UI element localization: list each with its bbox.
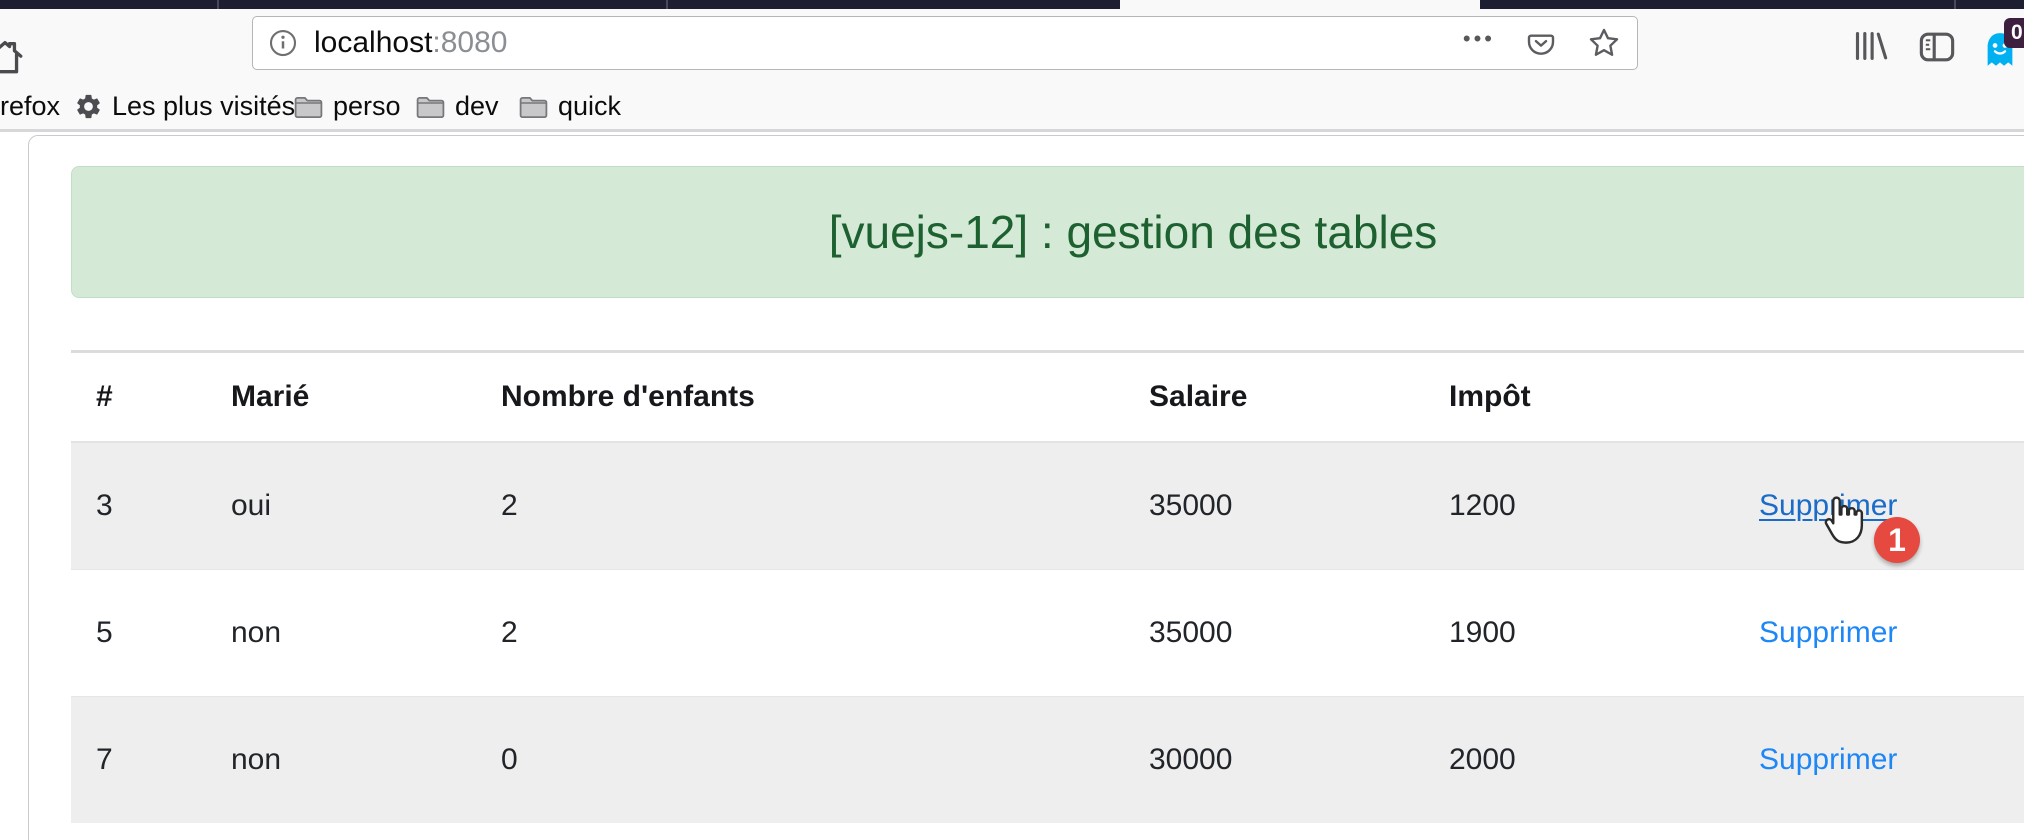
folder-icon bbox=[415, 93, 446, 120]
tab-divider bbox=[217, 0, 219, 9]
bookmark-item-refox[interactable]: refox bbox=[0, 84, 60, 129]
column-header bbox=[1691, 351, 2024, 443]
sidebar-toggle-icon[interactable] bbox=[1918, 30, 1956, 64]
page-content: [vuejs-12] : gestion des tables # Marié No… bbox=[28, 135, 2024, 840]
click-annotation-badge: 1 bbox=[1874, 517, 1920, 563]
cell-salaire: 35000 bbox=[1149, 616, 1233, 649]
url-text[interactable]: localhost:8080 bbox=[314, 26, 507, 60]
info-icon[interactable] bbox=[268, 28, 298, 58]
cell-marie: oui bbox=[231, 489, 272, 522]
navigation-toolbar: localhost:8080 ••• bbox=[0, 9, 2024, 84]
cell-marie: non bbox=[231, 743, 282, 776]
cell-salaire: 35000 bbox=[1149, 489, 1233, 522]
table-body: 3 oui 2 35000 1200 Supprimer 5 non 2 35000 1900 Sup… bbox=[71, 442, 2024, 823]
table-row: 5 non 2 35000 1900 Supprimer bbox=[71, 569, 2024, 697]
column-header: Nombre d'enfants bbox=[476, 351, 1124, 443]
library-icon[interactable] bbox=[1853, 30, 1889, 62]
cell-marie: non bbox=[231, 616, 282, 649]
cell-action: Supprimer bbox=[1691, 697, 2024, 824]
bookmark-label: perso bbox=[333, 91, 401, 121]
cell-id: 7 bbox=[96, 743, 113, 776]
supprimer-link[interactable]: Supprimer bbox=[1759, 743, 1898, 776]
url-port: :8080 bbox=[432, 26, 508, 59]
active-tab[interactable] bbox=[1120, 0, 1480, 9]
folder-icon bbox=[293, 93, 324, 120]
url-host: localhost bbox=[314, 26, 433, 59]
ghostery-badge: 0 bbox=[2004, 18, 2024, 48]
cell-action: Supprimer bbox=[1691, 570, 2024, 697]
table-header-row: # Marié Nombre d'enfants Salaire Impôt bbox=[71, 351, 2024, 443]
column-header: Salaire bbox=[1124, 351, 1424, 443]
bookmark-folder-dev[interactable]: dev bbox=[415, 84, 499, 129]
cell-id: 3 bbox=[96, 489, 113, 522]
cell-impot: 2000 bbox=[1449, 743, 1516, 776]
table-row: 3 oui 2 35000 1200 Supprimer bbox=[71, 442, 2024, 570]
pocket-icon[interactable] bbox=[1525, 27, 1557, 59]
tables-table-wrap: # Marié Nombre d'enfants Salaire Impôt 3 oui 2… bbox=[71, 350, 2024, 823]
gear-icon bbox=[74, 92, 103, 121]
cell-impot: 1900 bbox=[1449, 616, 1516, 649]
home-icon[interactable] bbox=[0, 37, 26, 77]
column-header: # bbox=[71, 351, 206, 443]
page-title: [vuejs-12] : gestion des tables bbox=[828, 206, 1438, 258]
cell-enfants: 2 bbox=[501, 616, 518, 649]
column-header: Marié bbox=[206, 351, 476, 443]
cell-enfants: 2 bbox=[501, 489, 518, 522]
bookmark-folder-quick[interactable]: quick bbox=[518, 84, 621, 129]
bookmarks-toolbar: refox Les plus visités perso bbox=[0, 84, 2024, 129]
column-header: Impôt bbox=[1424, 351, 1691, 443]
bookmark-label: Les plus visités bbox=[112, 91, 296, 121]
supprimer-link[interactable]: Supprimer bbox=[1759, 489, 1898, 522]
cell-id: 5 bbox=[96, 616, 113, 649]
cell-salaire: 30000 bbox=[1149, 743, 1233, 776]
bookmark-label: refox bbox=[0, 91, 61, 121]
toolbar-divider bbox=[0, 129, 2024, 132]
folder-icon bbox=[518, 93, 549, 120]
bookmark-folder-perso[interactable]: perso bbox=[293, 84, 401, 129]
tab-divider bbox=[666, 0, 668, 9]
bookmark-label: dev bbox=[455, 91, 499, 121]
supprimer-link[interactable]: Supprimer bbox=[1759, 616, 1898, 649]
cell-action: Supprimer bbox=[1691, 442, 2024, 570]
page-actions-icon[interactable]: ••• bbox=[1462, 26, 1495, 51]
table-row: 7 non 0 30000 2000 Supprimer bbox=[71, 696, 2024, 824]
bookmark-label: quick bbox=[558, 91, 622, 121]
url-bar[interactable]: localhost:8080 ••• bbox=[252, 16, 1638, 70]
tab-divider bbox=[1954, 0, 1956, 9]
tables-table: # Marié Nombre d'enfants Salaire Impôt 3 oui 2… bbox=[71, 350, 2024, 823]
bookmark-item-les-plus-visites[interactable]: Les plus visités bbox=[74, 84, 295, 129]
bookmark-star-icon[interactable] bbox=[1587, 26, 1621, 60]
cell-impot: 1200 bbox=[1449, 489, 1516, 522]
mouse-cursor-icon bbox=[1817, 493, 1869, 549]
tab-strip bbox=[0, 0, 2024, 9]
success-banner: [vuejs-12] : gestion des tables bbox=[71, 166, 2024, 298]
cell-enfants: 0 bbox=[501, 743, 518, 776]
